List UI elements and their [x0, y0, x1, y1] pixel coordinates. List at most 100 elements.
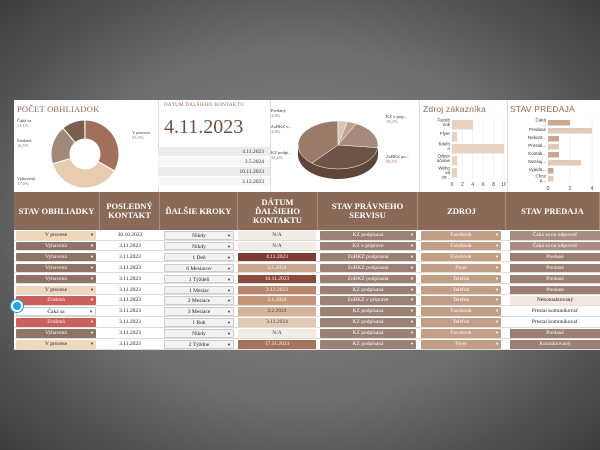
chevron-down-icon[interactable]: ▼ [410, 232, 414, 237]
cell-kroky[interactable]: 1 Týždeň ▼ [164, 274, 234, 284]
chevron-down-icon[interactable]: ▼ [227, 298, 231, 304]
chevron-down-icon[interactable]: ▼ [410, 264, 414, 270]
chevron-down-icon[interactable]: ▼ [495, 275, 499, 281]
chevron-down-icon[interactable]: ▼ [227, 342, 231, 347]
cell-zdroj[interactable]: Telefón ▼ [421, 285, 501, 294]
cell-stav[interactable]: Vybavená ▼ [16, 329, 96, 338]
chevron-down-icon[interactable]: ▼ [90, 330, 94, 336]
cell-posledny[interactable]: 3.11.2023 [102, 296, 158, 305]
cell-datum[interactable]: 3.2.2024 [238, 307, 316, 316]
cell-posledny[interactable]: 3.11.2023 [102, 286, 158, 295]
cell-zdroj[interactable]: Facebook ▼ [421, 307, 501, 316]
cell-zdroj[interactable]: Flyer ▼ [421, 263, 501, 273]
chevron-down-icon[interactable]: ▼ [227, 254, 231, 260]
cell-posledny[interactable]: 3.11.2023 [102, 307, 158, 316]
cell-datum[interactable]: 3.12.2023 [238, 285, 316, 294]
header-dalsie-kroky[interactable]: ĎALŠIE KROKY [160, 192, 238, 230]
cell-pravny[interactable]: ZoBKZ podpísaná ▼ [320, 274, 416, 284]
cell-posledny[interactable]: 3.11.2023 [102, 264, 158, 273]
chevron-down-icon[interactable]: ▼ [90, 232, 94, 237]
cell-stav[interactable]: Vybavená ▼ [16, 252, 96, 262]
chevron-down-icon[interactable]: ▼ [495, 242, 499, 248]
chevron-down-icon[interactable]: ▼ [495, 330, 499, 336]
cell-pravny[interactable]: KZ podpísaná ▼ [320, 285, 416, 294]
cell-stav[interactable]: V procese ▼ [16, 285, 96, 294]
cell-datum[interactable]: N/A [238, 329, 316, 338]
chevron-down-icon[interactable]: ▼ [90, 341, 94, 346]
chevron-down-icon[interactable]: ▼ [495, 264, 499, 270]
cell-pravny[interactable]: KZ v príprave ▼ [320, 241, 416, 251]
cell-kroky[interactable]: 3 Mesiace ▼ [164, 307, 234, 316]
cell-predaj[interactable]: Predané [510, 329, 600, 338]
cell-posledny[interactable]: 3.11.2023 [102, 340, 158, 349]
cell-kroky[interactable]: 1 Rok ▼ [164, 318, 234, 327]
cell-datum[interactable]: 17.11.2023 [238, 340, 316, 349]
chevron-down-icon[interactable]: ▼ [227, 233, 231, 238]
cell-stav[interactable]: Zrušená ▼ [16, 296, 96, 305]
cell-stav[interactable]: V procese ▼ [16, 231, 96, 240]
cell-pravny[interactable]: KZ podpísaná ▼ [320, 318, 416, 327]
chevron-down-icon[interactable]: ▼ [410, 286, 414, 292]
cell-kroky[interactable]: 1 Mesiac ▼ [164, 285, 234, 294]
cell-kroky[interactable]: 6 Mesiacov ▼ [164, 263, 234, 273]
cell-zdroj[interactable]: Flyer ▼ [421, 340, 501, 349]
cell-datum[interactable]: N/A [238, 231, 316, 240]
cell-kroky[interactable]: 1 Deň ▼ [164, 252, 234, 262]
header-posledny-kontakt[interactable]: POSLEDNÝ KONTAKT [100, 192, 160, 230]
cell-pravny[interactable]: KZ podpísaná ▼ [320, 329, 416, 338]
cell-kroky[interactable]: Nikdy ▼ [164, 241, 234, 251]
cell-datum[interactable]: 4.11.2023 [238, 252, 316, 262]
cell-posledny[interactable]: 3.11.2023 [102, 242, 158, 251]
chevron-down-icon[interactable]: ▼ [90, 242, 94, 248]
chevron-down-icon[interactable]: ▼ [90, 297, 94, 303]
cell-zdroj[interactable]: Telefón ▼ [421, 318, 501, 327]
header-pravny-servis[interactable]: STAV PRÁVNEHO SERVISU [318, 192, 418, 230]
chevron-down-icon[interactable]: ▼ [410, 341, 414, 346]
chevron-down-icon[interactable]: ▼ [90, 275, 94, 281]
cell-datum[interactable]: 3.5.2024 [238, 263, 316, 273]
cell-posledny[interactable]: 3.11.2023 [102, 275, 158, 284]
cell-predaj[interactable]: Prestal komunikovať [510, 307, 600, 316]
chevron-down-icon[interactable]: ▼ [410, 242, 414, 248]
header-stav-obhliadky[interactable]: STAV OBHLIADKY [14, 192, 100, 230]
chevron-down-icon[interactable]: ▼ [495, 253, 499, 259]
cell-stav[interactable]: Vybavená ▼ [16, 274, 96, 284]
chevron-down-icon[interactable]: ▼ [410, 319, 414, 325]
cell-zdroj[interactable]: Facebook ▼ [421, 329, 501, 338]
cell-kroky[interactable]: Nikdy ▼ [164, 231, 234, 240]
chevron-down-icon[interactable]: ▼ [227, 276, 231, 282]
chevron-down-icon[interactable]: ▼ [495, 341, 499, 346]
chevron-down-icon[interactable]: ▼ [410, 297, 414, 303]
cell-zdroj[interactable]: Telefón ▼ [421, 296, 501, 305]
chevron-down-icon[interactable]: ▼ [90, 286, 94, 292]
cell-datum[interactable]: 3.11.2024 [238, 318, 316, 327]
chevron-down-icon[interactable]: ▼ [410, 308, 414, 314]
chevron-down-icon[interactable]: ▼ [410, 275, 414, 281]
cell-kroky[interactable]: Nikdy ▼ [164, 329, 234, 338]
chevron-down-icon[interactable]: ▼ [227, 287, 231, 293]
cell-stav[interactable]: Vybavená ▼ [16, 263, 96, 273]
chevron-down-icon[interactable]: ▼ [410, 330, 414, 336]
cell-posledny[interactable]: 3.11.2023 [102, 253, 158, 262]
cell-predaj[interactable]: Predané [510, 252, 600, 262]
chevron-down-icon[interactable]: ▼ [227, 309, 231, 315]
chevron-down-icon[interactable]: ▼ [227, 320, 231, 326]
cell-pravny[interactable]: KZ podpísaná ▼ [320, 340, 416, 349]
cell-posledny[interactable]: 3.11.2023 [102, 318, 158, 327]
cell-kroky[interactable]: 2 Týždne ▼ [164, 340, 234, 349]
cell-stav[interactable]: Zrušená ▼ [16, 318, 96, 327]
header-datum-kontaktu[interactable]: DÁTUM ĎALŠIEHO KONTAKTU [238, 192, 318, 230]
header-zdroj[interactable]: ZDROJ [418, 192, 506, 230]
cell-predaj[interactable]: Čaká sa na odpoveď [510, 241, 600, 251]
cell-kroky[interactable]: 2 Mesiace ▼ [164, 296, 234, 305]
cell-predaj[interactable]: Kontaktovaný [510, 340, 600, 349]
chevron-down-icon[interactable]: ▼ [495, 319, 499, 325]
chevron-down-icon[interactable]: ▼ [227, 265, 231, 271]
cell-posledny[interactable]: 3.11.2023 [102, 329, 158, 338]
chevron-down-icon[interactable]: ▼ [495, 286, 499, 292]
cell-predaj[interactable]: Predané [510, 285, 600, 294]
cell-pravny[interactable]: KZ podpísaná ▼ [320, 231, 416, 240]
cell-zdroj[interactable]: Facebook ▼ [421, 241, 501, 251]
chevron-down-icon[interactable]: ▼ [89, 309, 93, 315]
cell-pravny[interactable]: ZoBKZ podpísaná ▼ [320, 263, 416, 273]
